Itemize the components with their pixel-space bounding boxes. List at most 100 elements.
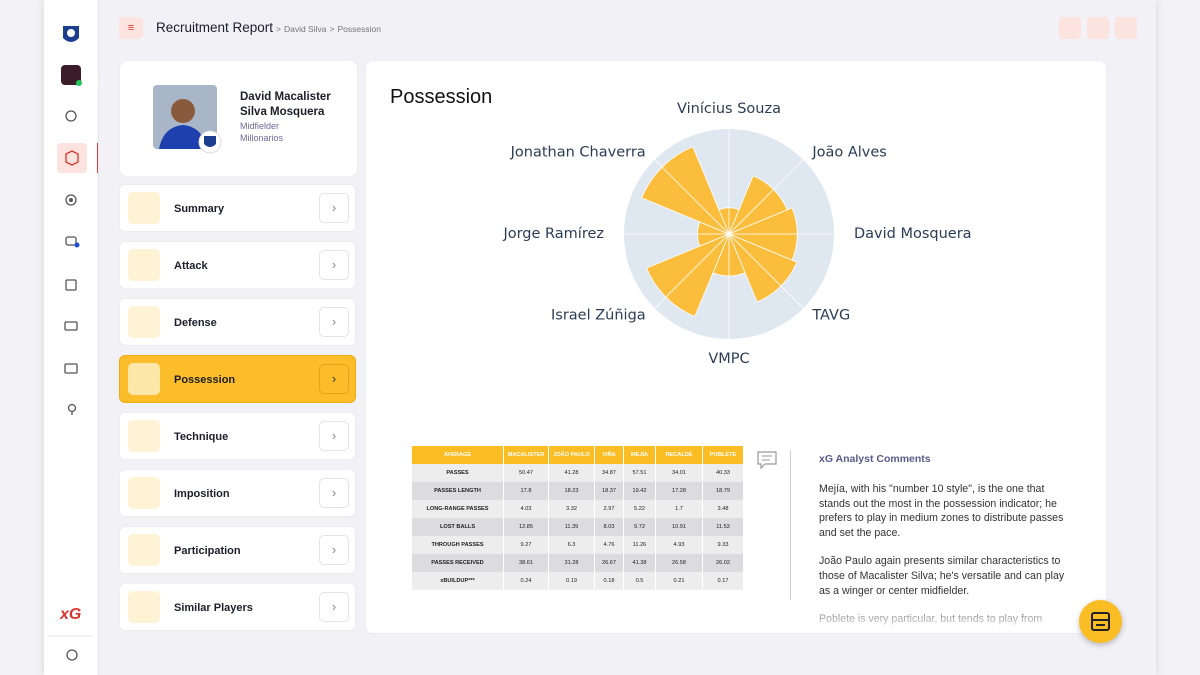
table-cell: xBUILDUP*** xyxy=(412,572,504,590)
nav-dashboard[interactable] xyxy=(65,110,77,122)
logout[interactable] xyxy=(66,649,78,661)
nav-chat[interactable] xyxy=(65,236,77,246)
player-photo xyxy=(153,85,222,154)
comment-paragraph: Mejía, with his "number 10 style", is th… xyxy=(819,483,1064,539)
table-cell: 41.28 xyxy=(548,464,595,482)
menu-item[interactable]: Imposition › xyxy=(119,469,356,517)
menu-label: Attack xyxy=(174,260,208,272)
profile-button[interactable] xyxy=(1115,17,1137,39)
table-cell: 18.79 xyxy=(702,482,744,500)
menu-toggle[interactable]: ≡ xyxy=(119,17,143,39)
table-row: PASSES LENGTH 17.8 18.23 18.37 19.42 17.28 18.… xyxy=(412,482,744,500)
table-cell: 0.18 xyxy=(594,572,624,590)
menu-icon xyxy=(128,192,160,224)
table-cell: LONG-RANGE PASSES xyxy=(412,500,504,518)
comments-title: xG Analyst Comments xyxy=(819,453,931,465)
menu-label: Summary xyxy=(174,203,225,215)
menu-item[interactable]: Attack › xyxy=(119,241,356,289)
table-cell: 38.61 xyxy=(503,554,549,572)
menu-item[interactable]: Possession › xyxy=(119,355,356,403)
table-row: PASSES 50.47 41.28 34.87 57.51 34.01 40.33 xyxy=(412,464,744,482)
table-cell: 9.72 xyxy=(623,518,656,536)
table-cell: 4.03 xyxy=(503,500,549,518)
menu-icon xyxy=(128,306,160,338)
table-cell: 18.23 xyxy=(548,482,595,500)
menu-arrow: › xyxy=(319,421,349,451)
nav-wallet[interactable] xyxy=(64,363,78,374)
lang-button[interactable] xyxy=(1059,17,1081,39)
nav-calendar[interactable] xyxy=(65,279,77,291)
notifications-button[interactable] xyxy=(1087,17,1109,39)
menu-item[interactable]: Participation › xyxy=(119,526,356,574)
menu-label: Imposition xyxy=(174,488,230,500)
table-cell: PASSES xyxy=(412,464,504,482)
table-header-row: AVERAGE MACALISTER JOÃO PAULO VIÑA MEJÍA RECA… xyxy=(412,446,744,464)
category-label: VMPC xyxy=(708,351,749,367)
table-cell: 6.3 xyxy=(548,536,595,554)
table-header-cell: POBLETE xyxy=(702,446,744,464)
polar-chart: Vinícius Souza João Alves David Mosquera TA… xyxy=(502,101,971,367)
page-title: Recruitment Report xyxy=(156,20,274,35)
menu-label: Technique xyxy=(174,431,229,443)
menu-icon xyxy=(128,363,160,395)
user-avatar[interactable] xyxy=(61,65,81,85)
table-cell: 4.93 xyxy=(655,536,703,554)
table-cell: 17.8 xyxy=(503,482,549,500)
table-cell: 8.03 xyxy=(594,518,624,536)
table-cell: 41.38 xyxy=(623,554,656,572)
table-cell: 0.21 xyxy=(655,572,703,590)
table-cell: THROUGH PASSES xyxy=(412,536,504,554)
player-card: David Macalister Silva Mosquera Midfield… xyxy=(119,60,358,177)
nav-target[interactable] xyxy=(65,194,77,206)
print-button[interactable] xyxy=(1079,600,1122,643)
category-label: TAVG xyxy=(811,307,850,323)
table-row: LONG-RANGE PASSES 4.03 3.32 2.97 5.22 1.7 3.48 xyxy=(412,500,744,518)
sidebar-icons xyxy=(49,26,98,661)
menu-icon xyxy=(128,591,160,623)
nav-briefcase[interactable] xyxy=(64,321,78,331)
comments-body: Mejía, with his "number 10 style", is th… xyxy=(819,482,1071,632)
club-logo xyxy=(63,26,79,42)
table-cell: 10.91 xyxy=(655,518,703,536)
status-dot xyxy=(76,80,82,86)
menu-icon xyxy=(128,249,160,281)
table-cell: 40.33 xyxy=(702,464,744,482)
stats-table: AVERAGE MACALISTER JOÃO PAULO VIÑA MEJÍA RECA… xyxy=(412,446,744,590)
table-header-cell: AVERAGE xyxy=(412,446,504,464)
table-cell: LOST BALLS xyxy=(412,518,504,536)
table-cell: 31.28 xyxy=(548,554,595,572)
brand-logo: xG xyxy=(60,606,82,623)
table-cell: 34.87 xyxy=(594,464,624,482)
table-cell: 0.24 xyxy=(503,572,549,590)
menu-arrow: › xyxy=(319,307,349,337)
table-cell: 9.33 xyxy=(702,536,744,554)
menu-item[interactable]: Defense › xyxy=(119,298,356,346)
table-cell: 1.7 xyxy=(655,500,703,518)
table-cell: 26.02 xyxy=(702,554,744,572)
table-header-cell: VIÑA xyxy=(594,446,624,464)
table-cell: 3.32 xyxy=(548,500,595,518)
table-header-cell: MACALISTER xyxy=(503,446,549,464)
table-cell: 9.27 xyxy=(503,536,549,554)
table-cell: 0.19 xyxy=(548,572,595,590)
comments-divider xyxy=(790,450,791,600)
table-row: PASSES RECEIVED 38.61 31.28 26.67 41.38 26.58… xyxy=(412,554,744,572)
breadcrumb: > David Silva > Possession xyxy=(276,24,384,34)
menu-item[interactable]: Summary › xyxy=(119,184,356,232)
table-cell: 12.85 xyxy=(503,518,549,536)
menu-arrow: › xyxy=(319,535,349,565)
menu-item[interactable]: Technique › xyxy=(119,412,356,460)
spoke xyxy=(728,233,804,309)
category-label: Jonathan Chaverra xyxy=(510,145,646,161)
category-label: Israel Zúñiga xyxy=(551,307,646,323)
nav-active-bar xyxy=(97,143,98,173)
table-cell: 18.37 xyxy=(594,482,624,500)
table-cell: 5.22 xyxy=(623,500,656,518)
section-title: Possession xyxy=(390,86,493,108)
nav-help[interactable] xyxy=(67,403,77,413)
table-header-cell: RECALDE xyxy=(655,446,703,464)
table-cell: 17.28 xyxy=(655,482,703,500)
nav-reports[interactable] xyxy=(65,150,79,166)
menu-item[interactable]: Similar Players › xyxy=(119,583,356,631)
